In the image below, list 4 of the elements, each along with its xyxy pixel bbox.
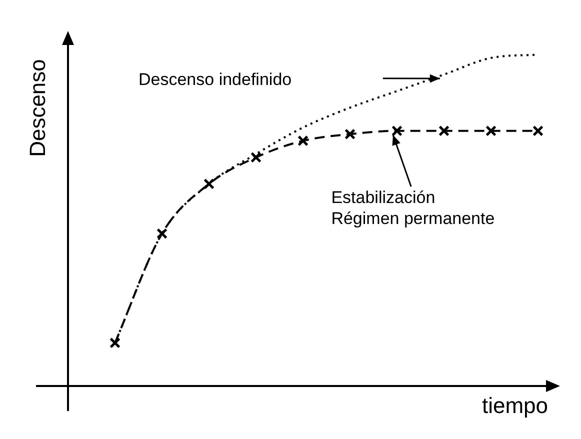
x-axis-title: tiempo	[482, 393, 548, 418]
text: Estabilización Régimen permanente	[331, 188, 495, 228]
text: Descenso indefinido	[138, 70, 292, 89]
y-axis-title: Descenso	[25, 59, 50, 157]
